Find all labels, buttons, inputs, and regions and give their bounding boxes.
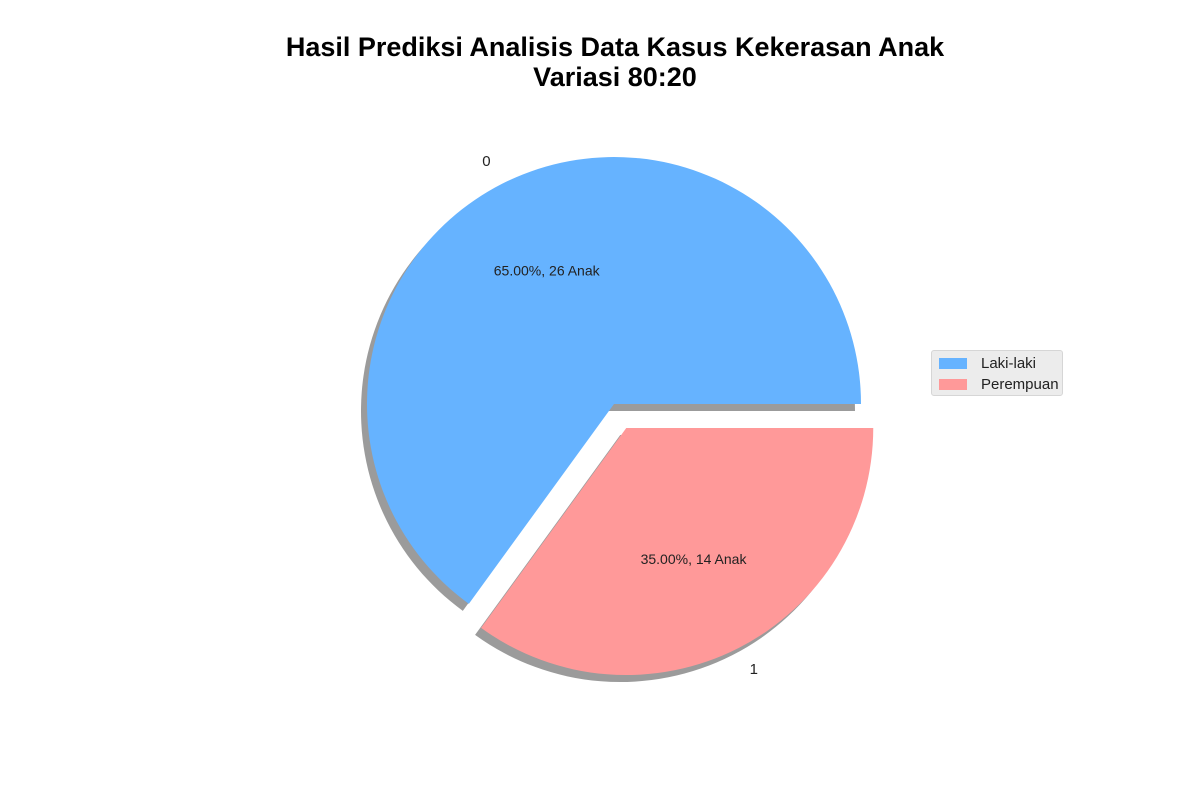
pie-slice-value-label-perempuan: 35.00%, 14 Anak <box>641 551 748 567</box>
legend-item-perempuan: Perempuan <box>939 375 1059 393</box>
chart-title-line-1: Hasil Prediksi Analisis Data Kasus Keker… <box>285 32 945 62</box>
pie-slice-value-label-laki-laki: 65.00%, 26 Anak <box>494 263 601 279</box>
legend-item-laki-laki: Laki-laki <box>939 354 1036 372</box>
pie-slice-laki-laki <box>367 157 861 604</box>
pie-slice-category-label-perempuan: 1 <box>750 661 758 678</box>
pie-slice-category-label-laki-laki: 0 <box>482 153 490 170</box>
legend-label-laki-laki: Laki-laki <box>981 354 1037 372</box>
chart-title-line-2: Variasi 80:20 <box>533 62 697 92</box>
legend-swatch-laki-laki <box>939 357 967 369</box>
pie-slices <box>367 157 874 676</box>
legend-swatch-perempuan <box>939 378 967 390</box>
chart-title: Hasil Prediksi Analisis Data Kasus Keker… <box>0 32 1200 92</box>
pie-labels: 65.00%, 26 Anak 0 35.00%, 14 Anak 1 <box>482 153 758 678</box>
legend-label-perempuan: Perempuan <box>981 375 1059 393</box>
legend: Laki-laki Perempuan <box>931 350 1063 396</box>
pie-slice-perempuan <box>481 428 874 676</box>
